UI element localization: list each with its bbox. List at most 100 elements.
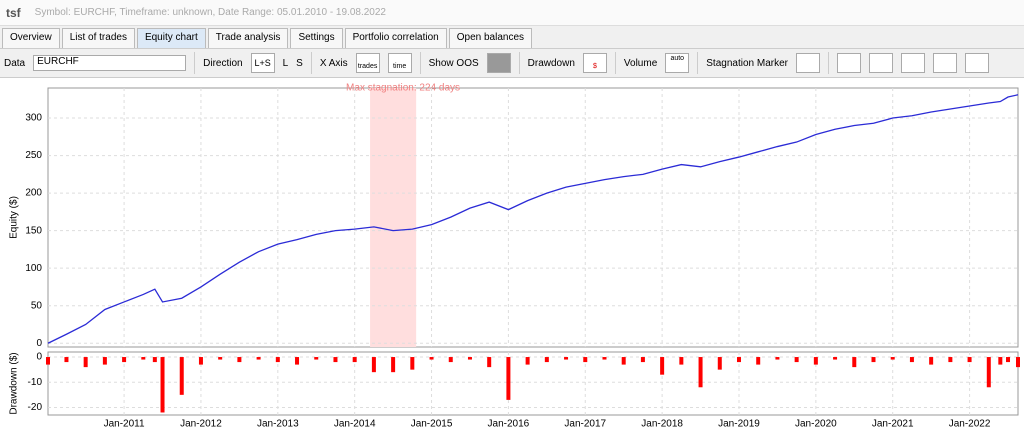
symbol-select[interactable]: EURCHF — [33, 55, 187, 71]
x-tick-label: Jan-2018 — [641, 419, 683, 430]
tab[interactable]: Settings — [290, 28, 343, 48]
drawdown-bar — [698, 357, 703, 388]
drawdown-bar — [410, 357, 415, 370]
plot-area — [47, 87, 1019, 348]
x-tick-label: Jan-2020 — [795, 419, 837, 430]
drawdown-bar — [352, 357, 357, 363]
x-tick-label: Jan-2021 — [872, 419, 914, 430]
button[interactable]: S — [296, 57, 303, 69]
x-tick-label: Jan-2022 — [949, 419, 991, 430]
drawdown-bar — [198, 357, 203, 365]
drawdown-bar — [314, 357, 319, 360]
stagnation-band — [370, 88, 417, 347]
drawdown-bar — [467, 357, 472, 360]
button[interactable]: auto — [665, 53, 690, 73]
button[interactable]: L+S — [250, 53, 275, 73]
x-tick-label: Jan-2013 — [257, 419, 299, 430]
drawdown-bar — [506, 357, 511, 400]
tabs: Overview List of trades Equity chart Trade … — [0, 26, 1024, 48]
tab[interactable]: Trade analysis — [207, 28, 289, 48]
drawdown-bar — [429, 357, 434, 360]
button[interactable]: L — [282, 57, 289, 69]
drawdown-bar — [998, 357, 1003, 365]
y-tick-label: 150 — [25, 225, 42, 236]
button[interactable] — [900, 53, 925, 73]
x-tick-label: Jan-2015 — [411, 419, 453, 430]
y-axis-label: Drawdown ($) — [9, 352, 20, 414]
drawdown-bar — [179, 357, 184, 395]
y-tick-label: 300 — [25, 113, 42, 124]
drawdown-bar — [295, 357, 300, 365]
separator — [194, 52, 196, 74]
button[interactable] — [964, 53, 989, 73]
y-tick-label: 200 — [25, 188, 42, 199]
drawdown-bar — [64, 357, 69, 363]
drawdown-bar — [122, 357, 127, 363]
drawdown-bar — [794, 357, 799, 363]
drawdown-bar — [525, 357, 530, 365]
separator — [697, 52, 699, 74]
drawdown-bar — [775, 357, 780, 360]
y-tick-label: 50 — [31, 300, 43, 311]
label: Data — [4, 57, 26, 69]
drawdown-bar — [391, 357, 396, 373]
button[interactable] — [836, 53, 861, 73]
drawdown-bar — [371, 357, 376, 373]
separator — [419, 52, 421, 74]
tab[interactable]: Portfolio correlation — [344, 28, 447, 48]
drawdown-bar — [948, 357, 953, 363]
drawdown-bar — [544, 357, 549, 363]
separator — [310, 52, 312, 74]
label: Stagnation Marker — [706, 57, 788, 69]
x-tick-label: Jan-2017 — [564, 419, 606, 430]
drawdown-bar — [833, 357, 838, 360]
label: Show OOS — [428, 57, 479, 69]
tab[interactable]: Overview — [2, 28, 60, 48]
tab[interactable]: List of trades — [61, 28, 135, 48]
drawdown-bar — [640, 357, 645, 363]
drawdown-bar — [871, 357, 876, 363]
drawdown-bar — [890, 357, 895, 360]
drawdown-bar — [736, 357, 741, 363]
drawdown-bar — [1006, 357, 1011, 363]
drawdown-bar — [986, 357, 991, 388]
y-tick-label: 250 — [25, 150, 42, 161]
button[interactable]: time — [387, 53, 412, 73]
y-axis-label: Equity ($) — [9, 196, 20, 239]
drawdown-bar — [487, 357, 492, 368]
button[interactable] — [795, 53, 820, 73]
tab[interactable]: Open balances — [448, 28, 533, 48]
drawdown-bar — [852, 357, 857, 368]
drawdown-bar — [218, 357, 223, 360]
drawdown-bar — [160, 357, 165, 413]
separator — [614, 52, 616, 74]
drawdown-bar — [583, 357, 588, 363]
drawdown-bar — [929, 357, 934, 365]
x-tick-label: Jan-2016 — [488, 419, 530, 430]
button[interactable] — [868, 53, 893, 73]
toolbar: Data EURCHF Direction L+S L S X Axis tra… — [0, 48, 1024, 78]
button[interactable]: $ — [582, 53, 607, 73]
drawdown-bar — [813, 357, 818, 365]
tab[interactable]: Equity chart — [136, 28, 206, 48]
y-tick-label: 0 — [36, 338, 42, 349]
x-tick-label: Jan-2011 — [104, 419, 145, 430]
button[interactable]: trades — [355, 53, 380, 73]
drawdown-bar — [152, 357, 157, 363]
drawdown-bar — [621, 357, 626, 365]
drawdown-bar — [237, 357, 242, 363]
chart: Equity ($) Max stagnation: 224 days 0 50 100… — [9, 83, 1020, 430]
x-tick-label: Jan-2014 — [334, 419, 376, 430]
app-name: tsf — [6, 5, 21, 20]
label: Drawdown — [527, 57, 575, 69]
button[interactable] — [932, 53, 957, 73]
button[interactable] — [486, 53, 511, 73]
drawdown-bar — [602, 357, 607, 360]
drawdown-bar — [448, 357, 453, 363]
separator — [518, 52, 520, 74]
x-tick-label: Jan-2019 — [718, 419, 760, 430]
drawdown-bar — [46, 357, 50, 365]
equity-line — [47, 94, 1019, 344]
drawdown-bar — [102, 357, 107, 365]
